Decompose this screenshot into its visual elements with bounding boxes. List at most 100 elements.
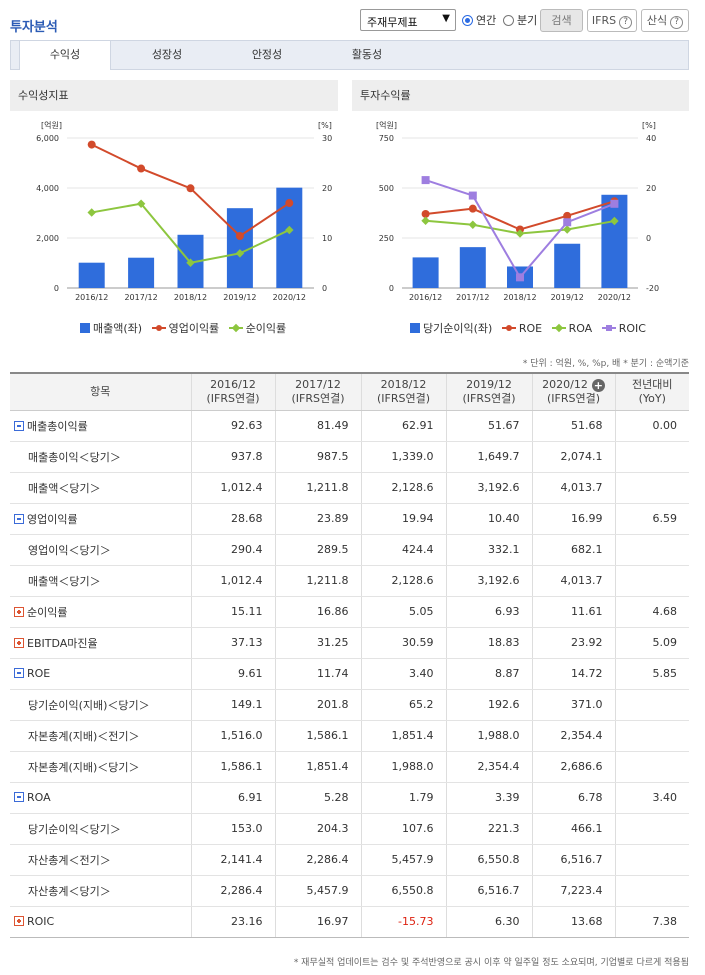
table-cell: 8.87	[445, 658, 532, 690]
line-point	[186, 184, 195, 193]
add-column-icon[interactable]: +	[591, 378, 605, 392]
row-label: 영업이익률	[27, 512, 78, 526]
legend-op-margin[interactable]: 영업이익률	[151, 322, 219, 335]
table-row: 자산총계＜당기＞ 2,286.4 5,457.9 6,550.8 6,516.7 7,22…	[10, 875, 689, 907]
table-cell: 2,128.6	[360, 565, 446, 597]
table-cell: 6.78	[531, 782, 615, 814]
line-point	[563, 218, 572, 227]
legend-sales[interactable]: 매출액(좌)	[80, 322, 142, 335]
column-header-label: 전년대비	[632, 377, 673, 391]
row-label: 매출액＜당기＞	[28, 574, 101, 588]
collapse-icon[interactable]	[14, 420, 24, 431]
tab-growth[interactable]: 성장성	[151, 48, 183, 61]
tab-profitability[interactable]: 수익성	[19, 40, 111, 70]
legend-roic[interactable]: ROIC	[601, 322, 646, 335]
table-cell	[614, 441, 689, 473]
bar	[601, 194, 628, 288]
left-tick-label: 6,000	[36, 134, 59, 143]
row-label-cell[interactable]: ROIC	[10, 906, 191, 938]
unit-note: * 단위 : 억원, %, %p, 배 * 분기 : 순액기준	[522, 359, 689, 369]
line-point	[235, 249, 245, 258]
x-tick-label: 2018/12	[174, 293, 207, 302]
table-cell: 1,851.4	[274, 751, 361, 783]
table-cell: 1,211.8	[274, 472, 361, 504]
table-cell: 371.0	[531, 689, 615, 721]
expand-icon[interactable]	[14, 916, 24, 926]
collapse-icon[interactable]	[14, 513, 24, 524]
table-cell: 1.79	[360, 782, 446, 814]
radio-unchecked-icon	[503, 15, 514, 26]
collapse-icon[interactable]	[14, 792, 24, 802]
statement-select[interactable]: 주재무제표 ▼	[360, 9, 456, 31]
table-cell: 1,988.0	[445, 720, 532, 752]
row-label-cell[interactable]: 매출총이익률	[10, 410, 191, 442]
table-row: 영업이익＜당기＞ 290.4 289.5 424.4 332.1 682.1	[10, 534, 689, 566]
radio-annual[interactable]: 연간	[462, 12, 496, 28]
table-cell	[614, 813, 689, 845]
legend-net-margin[interactable]: 순이익률	[228, 322, 286, 335]
line-point	[563, 211, 572, 220]
legend-net-income[interactable]: 당기순이익(좌)	[410, 322, 492, 335]
column-header: 2017/12 (IFRS연결)	[274, 372, 361, 411]
collapse-icon[interactable]	[14, 668, 24, 678]
expand-icon[interactable]	[14, 637, 24, 648]
table-cell: 6.91	[190, 782, 275, 814]
right-panel-title: 투자수익률	[352, 80, 689, 111]
left-tick-label: 0	[54, 284, 59, 293]
row-label-cell[interactable]: ROE	[10, 658, 191, 690]
radio-quarter[interactable]: 분기	[503, 12, 537, 28]
help-icon: ?	[670, 16, 684, 29]
tab-activity[interactable]: 활동성	[351, 48, 383, 61]
column-header-label: 2019/12	[466, 377, 512, 391]
expand-icon[interactable]	[14, 606, 24, 617]
row-label-cell: 매출액＜당기＞	[10, 565, 191, 597]
table-cell: 9.61	[190, 658, 275, 690]
radio-quarter-label: 분기	[517, 14, 538, 27]
column-header: 2019/12 (IFRS연결)	[445, 372, 532, 411]
table-cell: 0.00	[614, 410, 689, 442]
table-row: 영업이익률 28.68 23.89 19.94 10.40 16.99 6.59	[10, 503, 689, 535]
tab-stability[interactable]: 안정성	[251, 48, 283, 61]
table-row: 자산총계＜전기＞ 2,141.4 2,286.4 5,457.9 6,550.8 6,51…	[10, 844, 689, 876]
row-label: 당기순이익(지배)＜당기＞	[28, 698, 150, 712]
x-tick-label: 2019/12	[223, 293, 256, 302]
table-cell: 2,074.1	[531, 441, 615, 473]
right-legend: 당기순이익(좌) ROE ROA ROIC	[410, 320, 652, 336]
right-tick-label: 30	[322, 134, 332, 143]
right-tick-label: -20	[646, 284, 659, 293]
row-label-cell[interactable]: EBITDA마진율	[10, 627, 191, 659]
column-header-sublabel: (IFRS연결)	[291, 391, 345, 405]
table-cell: 149.1	[190, 689, 275, 721]
table-cell: 1,012.4	[190, 472, 275, 504]
search-button[interactable]: 검색	[540, 9, 583, 32]
right-axis-unit: [%]	[318, 121, 332, 130]
table-cell: 5,457.9	[274, 875, 361, 907]
table-cell: 14.72	[531, 658, 615, 690]
ifrs-button[interactable]: IFRS?	[587, 9, 637, 32]
left-tick-label: 4,000	[36, 184, 59, 193]
row-label: 순이익률	[27, 605, 68, 619]
table-row: 매출총이익＜당기＞ 937.8 987.5 1,339.0 1,649.7 2,074.1	[10, 441, 689, 473]
table-cell: 51.68	[531, 410, 615, 442]
table-cell: 2,128.6	[360, 472, 446, 504]
row-label-cell[interactable]: 순이익률	[10, 596, 191, 628]
row-label-cell[interactable]: ROA	[10, 782, 191, 814]
legend-roe[interactable]: ROE	[501, 322, 542, 335]
table-cell: 65.2	[360, 689, 446, 721]
formula-button[interactable]: 산식?	[641, 9, 689, 32]
row-label: 자산총계＜전기＞	[28, 853, 111, 867]
row-label-cell[interactable]: 영업이익률	[10, 503, 191, 535]
statement-select-value: 주재무제표	[367, 16, 418, 29]
line-point	[235, 232, 244, 240]
legend-roa[interactable]: ROA	[551, 322, 592, 335]
x-tick-label: 2020/12	[598, 293, 631, 302]
table-cell: 153.0	[190, 813, 275, 845]
x-tick-label: 2018/12	[503, 293, 536, 302]
table-cell	[614, 720, 689, 752]
table-cell: 31.25	[274, 627, 361, 659]
row-label-cell: 매출액＜당기＞	[10, 472, 191, 504]
table-cell	[614, 472, 689, 504]
table-cell: 62.91	[360, 410, 446, 442]
table-cell: 5.85	[614, 658, 689, 690]
table-cell: 16.86	[274, 596, 361, 628]
